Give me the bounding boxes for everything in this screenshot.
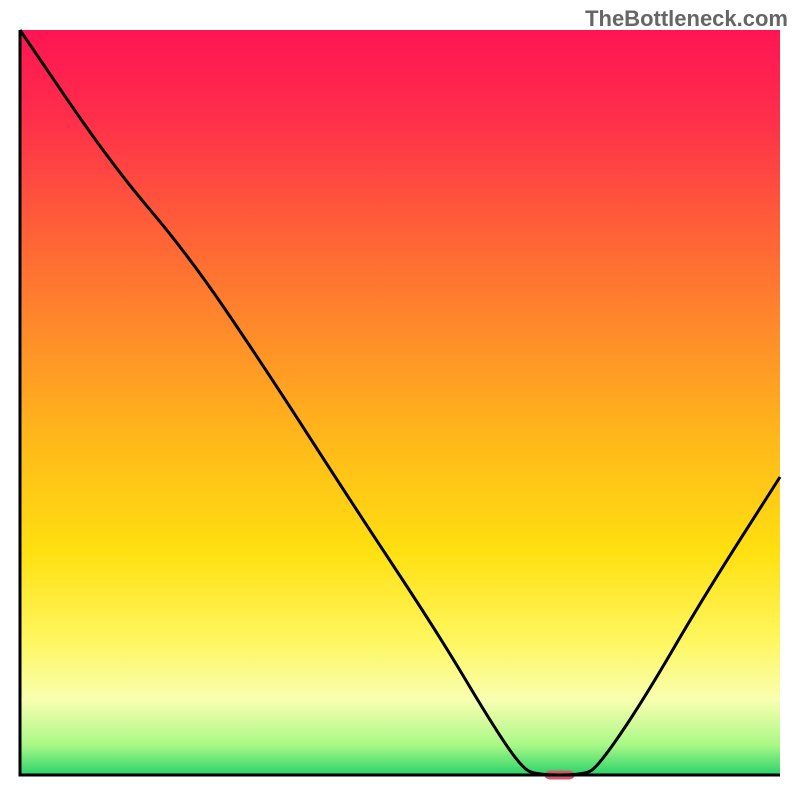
bottleneck-chart	[0, 0, 800, 800]
watermark-text: TheBottleneck.com	[585, 6, 788, 32]
chart-container: TheBottleneck.com	[0, 0, 800, 800]
